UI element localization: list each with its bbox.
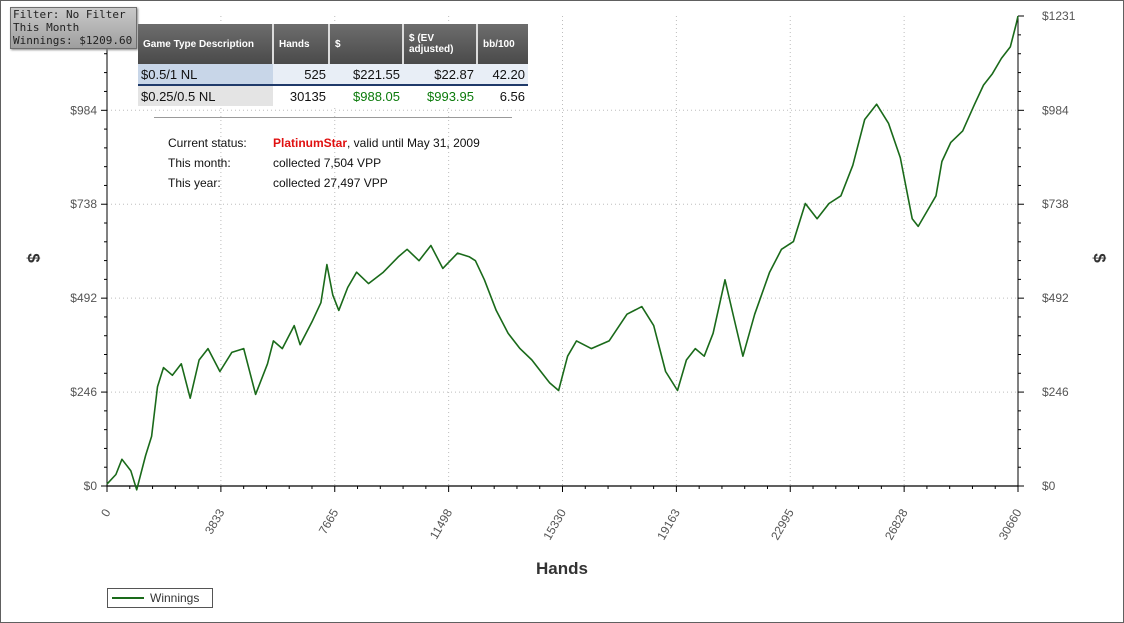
filter-line: Filter: No Filter — [13, 8, 126, 21]
winnings-line — [106, 15, 1019, 491]
x-tick-label: 30660 — [996, 506, 1025, 542]
filter-info-box: Filter: No Filter This Month Winnings: $… — [10, 7, 137, 49]
y-tick-label-right: $0 — [1042, 479, 1056, 493]
cell-ev-adjusted: $22.87 — [403, 64, 477, 86]
y-tick-label-right: $246 — [1042, 385, 1069, 399]
game-type-stats-table: Game Type Description Hands $ $ (EV adju… — [138, 24, 528, 106]
y-tick-label-left: $738 — [70, 197, 97, 211]
y-tick-label-right: $1231 — [1042, 9, 1076, 23]
x-tick-label: 15330 — [540, 506, 569, 542]
cell-hands: 525 — [273, 64, 329, 86]
x-tick-label: 11498 — [427, 506, 456, 541]
header-ev-adjusted[interactable]: $ (EV adjusted) — [403, 24, 478, 64]
cell-dollars: $221.55 — [329, 64, 403, 86]
this-year-row: This year: collected 27,497 VPP — [168, 176, 480, 196]
x-tick-label: 22995 — [768, 506, 797, 542]
x-tick-label: 26828 — [882, 506, 911, 542]
table-row[interactable]: $0.25/0.5 NL 30135 $988.05 $993.95 6.56 — [138, 85, 528, 106]
y-tick-label-right: $984 — [1042, 103, 1069, 117]
cell-game-type: $0.25/0.5 NL — [138, 85, 273, 106]
y-tick-label-right: $492 — [1042, 291, 1069, 305]
y-tick-label-left: $492 — [70, 291, 97, 305]
cell-game-type: $0.5/1 NL — [138, 64, 273, 86]
y-tick-label-left: $0 — [84, 479, 98, 493]
cell-ev-adjusted: $993.95 — [403, 85, 477, 106]
y-tick-label-left: $984 — [70, 103, 97, 117]
table-row[interactable]: $0.5/1 NL 525 $221.55 $22.87 42.20 — [138, 64, 528, 86]
header-dollars[interactable]: $ — [329, 24, 404, 64]
legend-label: Winnings — [150, 591, 200, 605]
current-status-label: Current status: — [168, 136, 247, 150]
legend-swatch — [112, 597, 144, 599]
x-tick-label: 19163 — [654, 506, 683, 542]
x-axis-title: Hands — [536, 559, 588, 578]
y-tick-label-left: $246 — [70, 385, 97, 399]
table-header-row: Game Type Description Hands $ $ (EV adju… — [138, 24, 528, 64]
this-year-label: This year: — [168, 176, 221, 190]
period-line: This Month — [13, 21, 80, 34]
status-level: PlatinumStar — [273, 136, 348, 150]
this-month-row: This month: collected 7,504 VPP — [168, 156, 480, 176]
winnings-line-text: Winnings: $1209.60 — [13, 34, 133, 47]
y-tick-label-right: $738 — [1042, 197, 1069, 211]
x-tick-label: 7665 — [316, 506, 342, 536]
cell-bb100: 42.20 — [477, 64, 528, 86]
cell-bb100: 6.56 — [477, 85, 528, 106]
cell-dollars: $988.05 — [329, 85, 403, 106]
status-valid-text: , valid until May 31, 2009 — [347, 136, 480, 150]
axis-ticks — [101, 15, 1024, 492]
header-game-type[interactable]: Game Type Description — [138, 24, 274, 64]
status-divider — [154, 117, 512, 118]
x-tick-label: 0 — [98, 506, 114, 519]
y-axis-title-left: $ — [24, 253, 43, 263]
x-tick-label: 3833 — [202, 506, 228, 536]
this-year-value: collected 27,497 VPP — [273, 176, 388, 190]
y-axis-title-right: $ — [1090, 253, 1109, 263]
current-status-row: Current status: PlatinumStar, valid until… — [168, 136, 480, 156]
this-month-label: This month: — [168, 156, 231, 170]
chart-legend: Winnings — [107, 588, 213, 608]
header-bb100[interactable]: bb/100 — [477, 24, 528, 64]
vpp-status-block: Current status: PlatinumStar, valid until… — [168, 136, 480, 196]
this-month-value: collected 7,504 VPP — [273, 156, 382, 170]
cell-hands: 30135 — [273, 85, 329, 106]
header-hands[interactable]: Hands — [273, 24, 330, 64]
